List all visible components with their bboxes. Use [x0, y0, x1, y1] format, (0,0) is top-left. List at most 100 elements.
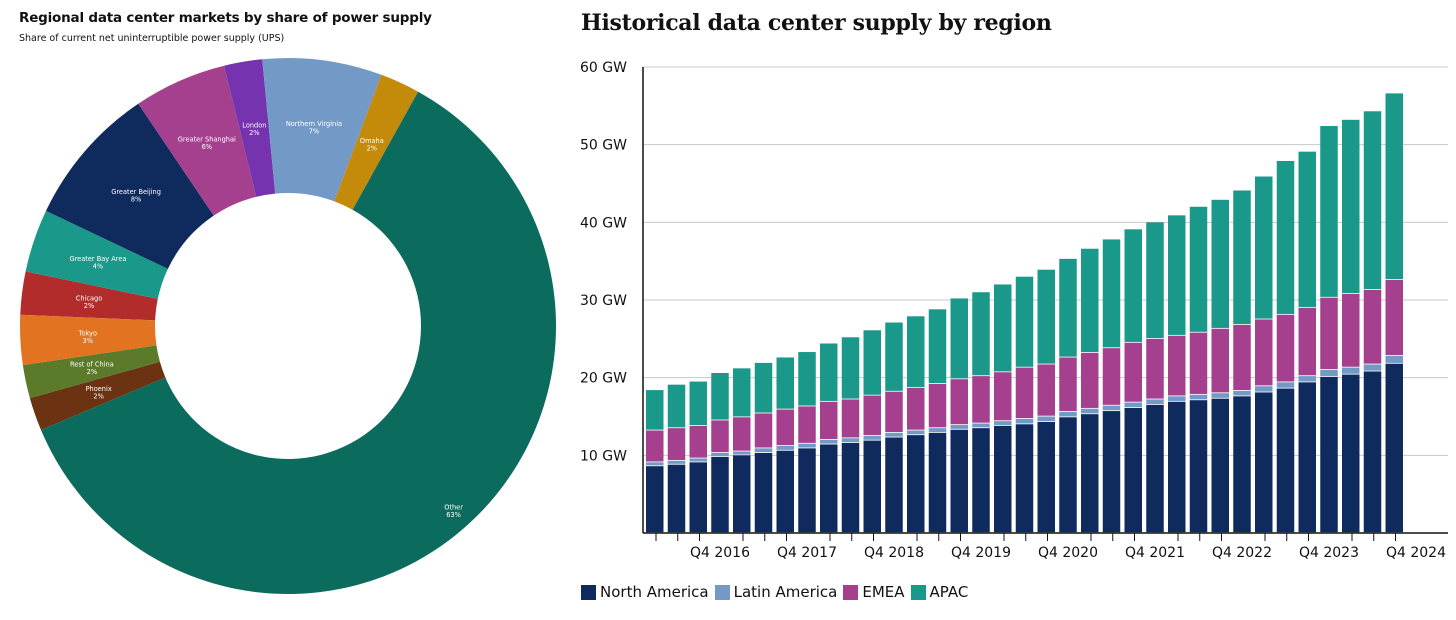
bar-segment-emea: [1102, 348, 1121, 405]
bar-segment-emea: [646, 430, 664, 462]
bar-segment-north-america: [1255, 392, 1273, 533]
bar-segment-latin-america: [711, 453, 729, 457]
bar-segment-emea: [1015, 367, 1034, 419]
donut-slice-phoenix: [29, 361, 166, 430]
bar-segment-apac: [776, 357, 794, 409]
bar-segment-latin-america: [907, 430, 925, 435]
bar-segment-apac: [1102, 239, 1121, 348]
donut-chart-title: Regional data center markets by share of…: [19, 10, 432, 26]
bar-segment-north-america: [885, 437, 903, 533]
bar-segment-latin-america: [841, 438, 860, 443]
bar-segment-north-america: [1342, 374, 1360, 533]
bar-segment-north-america: [994, 425, 1012, 533]
donut-label-tokyo: Tokyo 3%: [78, 329, 97, 345]
y-tick-label: 50 GW: [580, 138, 627, 154]
donut-label-other: Other 63%: [444, 504, 463, 520]
bar-segment-apac: [928, 309, 947, 384]
bar-segment-latin-america: [928, 428, 947, 433]
donut-chart-panel: Regional data center markets by share of…: [0, 0, 566, 620]
bar-segment-north-america: [1363, 371, 1382, 533]
bar-segment-north-america: [907, 435, 925, 533]
bar-segment-emea: [1342, 293, 1360, 367]
donut-slice-omaha: [334, 74, 419, 210]
bar-segment-emea: [820, 401, 838, 439]
donut-slice-northern-virginia: [262, 58, 382, 202]
donut-slice-chicago: [20, 271, 158, 321]
bar-segment-latin-america: [754, 448, 773, 453]
bar-segment-apac: [1081, 248, 1099, 353]
bar-segment-latin-america: [950, 425, 968, 429]
x-tick-label: Q4 2023: [1299, 545, 1359, 561]
bar-segment-apac: [1189, 206, 1208, 332]
donut-label-greater-shanghai: Greater Shanghai 6%: [178, 136, 236, 152]
bar-segment-latin-america: [1276, 382, 1295, 388]
donut-label-chicago: Chicago 2%: [76, 294, 103, 310]
bar-segment-emea: [863, 395, 881, 436]
bar-segment-latin-america: [820, 439, 838, 444]
bar-segment-north-america: [776, 450, 794, 533]
bar-segment-latin-america: [1081, 408, 1099, 414]
bar-segment-latin-america: [1320, 369, 1338, 377]
bar-segment-apac: [754, 362, 773, 413]
legend-item-emea: EMEA: [843, 583, 905, 601]
legend-item-north-america: North America: [581, 583, 709, 601]
bar-segment-emea: [1298, 307, 1316, 376]
legend-label: Latin America: [733, 583, 838, 601]
bar-segment-apac: [1168, 215, 1186, 335]
bar-segment-north-america: [1081, 414, 1099, 533]
bar-segment-north-america: [1037, 421, 1055, 533]
bar-segment-north-america: [754, 453, 773, 533]
donut-slice-greater-shanghai: [138, 65, 257, 216]
y-tick-label: 30 GW: [580, 293, 627, 309]
bar-segment-apac: [841, 337, 860, 399]
bar-segment-north-america: [863, 440, 881, 533]
x-tick-label: Q4 2024: [1386, 545, 1446, 561]
bar-segment-north-america: [667, 464, 686, 533]
bar-segment-emea: [841, 399, 860, 438]
bar-segment-emea: [711, 420, 729, 453]
bar-segment-apac: [1363, 111, 1382, 290]
legend-swatch: [581, 584, 596, 600]
bar-segment-emea: [1276, 314, 1295, 382]
bar-segment-emea: [1189, 332, 1208, 394]
bar-segment-latin-america: [1124, 402, 1142, 408]
bar-segment-north-america: [711, 456, 729, 533]
donut-label-rest-of-china: Rest of China 2%: [70, 361, 114, 377]
bar-segment-latin-america: [667, 460, 686, 464]
bar-segment-apac: [689, 381, 707, 426]
bar-segment-apac: [950, 298, 968, 379]
bar-segment-emea: [776, 409, 794, 446]
bar-segment-emea: [733, 417, 751, 451]
bar-segment-north-america: [1233, 396, 1251, 533]
bar-segment-latin-america: [1342, 367, 1360, 374]
bar-segment-north-america: [972, 428, 990, 533]
bar-segment-emea: [1385, 279, 1403, 356]
bar-chart-title: Historical data center supply by region: [581, 10, 1052, 36]
bar-segment-latin-america: [689, 458, 707, 462]
bar-segment-apac: [1320, 126, 1338, 297]
bar-segment-latin-america: [1298, 376, 1316, 382]
bar-segment-north-america: [841, 442, 860, 533]
bar-segment-emea: [798, 406, 816, 443]
y-tick-label: 10 GW: [580, 448, 627, 464]
bar-segment-latin-america: [1363, 364, 1382, 371]
bar-segment-apac: [1385, 93, 1403, 280]
bar-segment-latin-america: [1255, 386, 1273, 392]
bar-segment-latin-america: [1015, 418, 1034, 424]
bar-chart-legend: North America Latin America EMEA APAC: [581, 583, 974, 601]
legend-swatch: [714, 584, 730, 600]
bar-segment-apac: [972, 292, 990, 376]
donut-slice-rest-of-china: [22, 345, 160, 399]
y-tick-label: 20 GW: [580, 371, 627, 387]
bar-segment-north-america: [689, 462, 707, 533]
bar-segment-latin-america: [972, 423, 990, 428]
legend-item-latin-america: Latin America: [714, 583, 838, 601]
bar-segment-north-america: [1189, 400, 1208, 533]
legend-label: North America: [600, 583, 709, 601]
bar-segment-emea: [667, 428, 686, 460]
bar-segment-emea: [1255, 319, 1273, 386]
donut-label-london: London 2%: [242, 121, 266, 137]
bar-segment-emea: [1146, 338, 1164, 399]
bar-segment-apac: [1146, 222, 1164, 339]
donut-label-northern-virginia: Northern Virginia 7%: [286, 120, 342, 136]
